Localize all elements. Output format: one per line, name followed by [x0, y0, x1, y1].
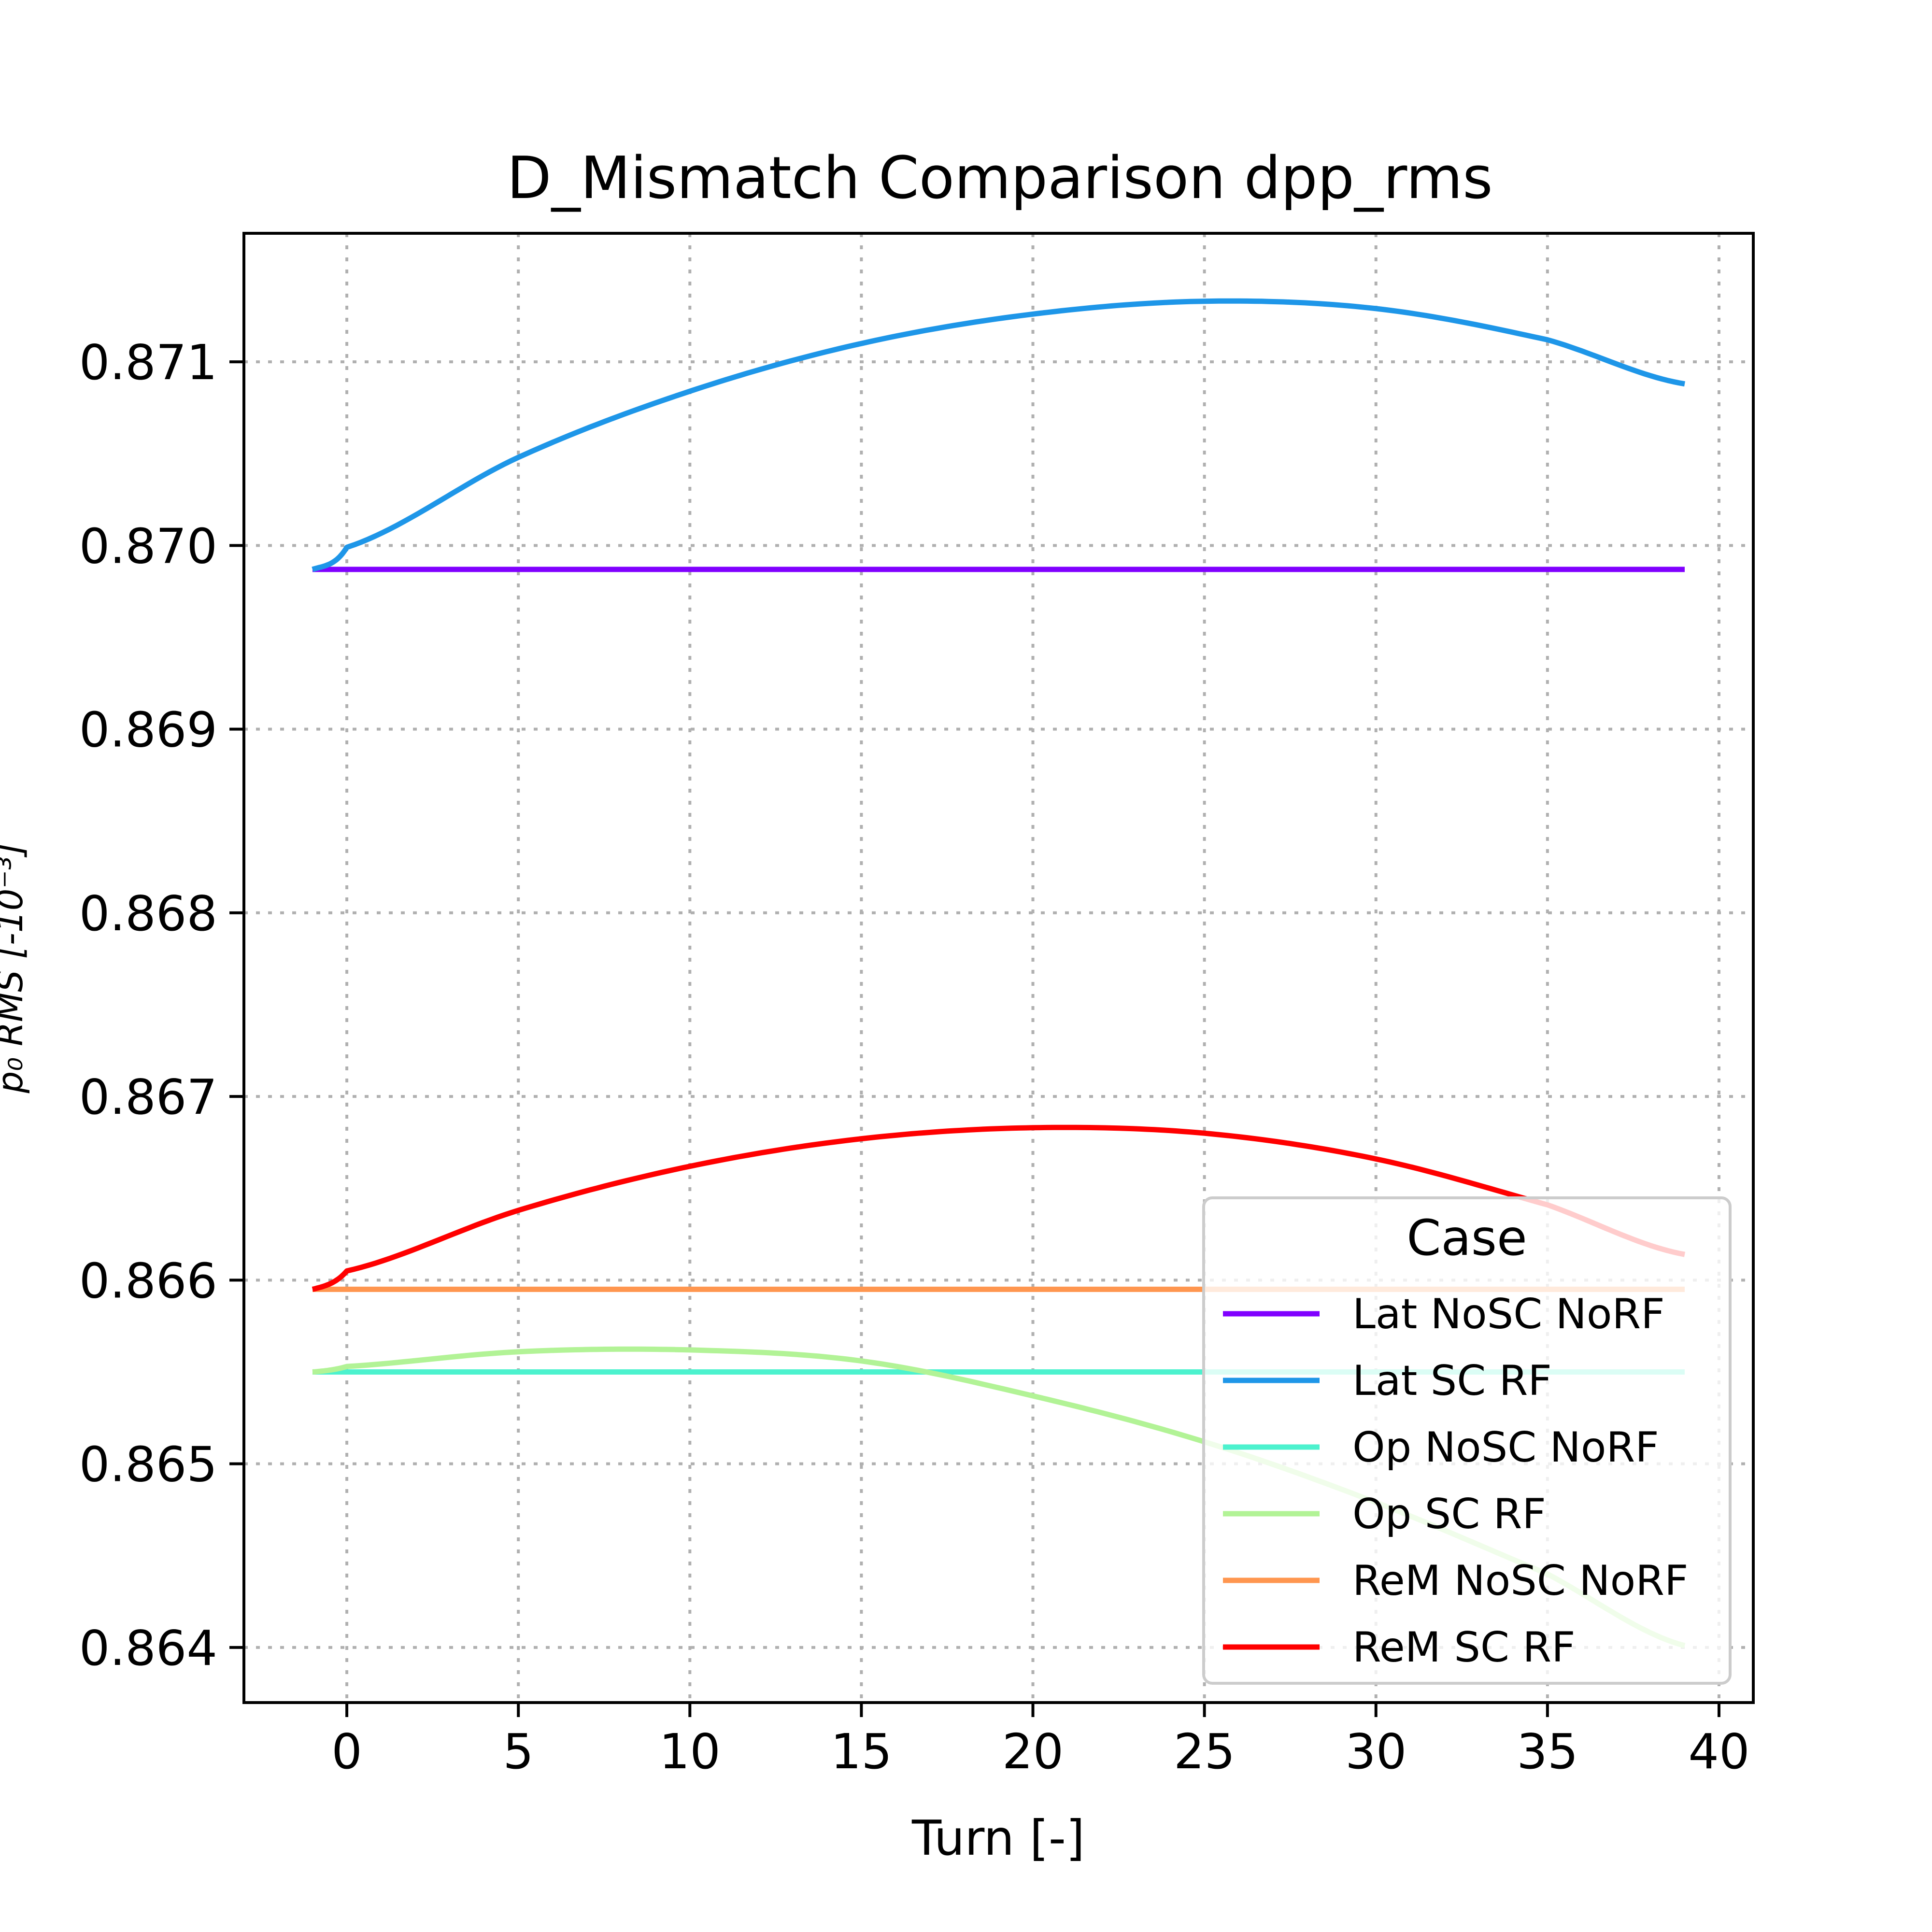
legend-items: Lat NoSC NoRF Lat SC RF Op NoSC NoRF Op SC … — [1223, 1290, 1688, 1672]
axis-ticks: 0 5 10 15 20 25 30 35 40 0.864 0.865 0.866 0.867 0.86… — [79, 334, 1750, 1780]
x-tick-label: 35 — [1517, 1723, 1578, 1780]
y-axis-label: p₀ RMS [-10⁻³] — [0, 843, 30, 1094]
legend: Case Lat NoSC NoRF Lat SC RF Op NoSC NoRF O… — [1202, 1196, 1732, 1685]
legend-label: Lat NoSC NoRF — [1352, 1290, 1665, 1338]
x-tick-label: 10 — [659, 1723, 721, 1780]
y-tick-label: 0.869 — [79, 702, 217, 758]
x-tick-label: 0 — [331, 1723, 362, 1780]
y-tick-label: 0.867 — [79, 1069, 217, 1125]
y-tick-label: 0.870 — [79, 518, 217, 574]
plot-frame — [242, 232, 1755, 1704]
x-tick-label: 25 — [1174, 1723, 1235, 1780]
legend-title: Case — [1406, 1209, 1527, 1267]
series-line-rem-sc-rf — [311, 1124, 1686, 1292]
chart-title: D_Mismatch Comparison dpp_rms — [507, 145, 1492, 212]
x-tick-label: 15 — [831, 1723, 892, 1780]
y-tick-label: 0.871 — [79, 334, 217, 391]
legend-label: ReM NoSC NoRF — [1352, 1557, 1688, 1605]
x-tick-label: 40 — [1688, 1723, 1749, 1780]
legend-label: Op NoSC NoRF — [1352, 1423, 1659, 1472]
y-tick-label: 0.866 — [79, 1252, 217, 1309]
y-tick-label: 0.865 — [79, 1436, 217, 1493]
legend-label: Lat SC RF — [1352, 1357, 1552, 1405]
legend-label: Op SC RF — [1352, 1490, 1546, 1538]
y-tick-label: 0.864 — [79, 1620, 217, 1676]
series-line-lat-sc-rf — [311, 298, 1685, 572]
x-tick-label: 30 — [1345, 1723, 1406, 1780]
y-tick-label: 0.868 — [79, 885, 217, 942]
x-axis-label: Turn [-] — [911, 1810, 1085, 1866]
x-tick-label: 5 — [503, 1723, 534, 1780]
x-tick-label: 20 — [1002, 1723, 1064, 1780]
legend-label: ReM SC RF — [1352, 1623, 1576, 1672]
legend-box — [1202, 1196, 1732, 1685]
